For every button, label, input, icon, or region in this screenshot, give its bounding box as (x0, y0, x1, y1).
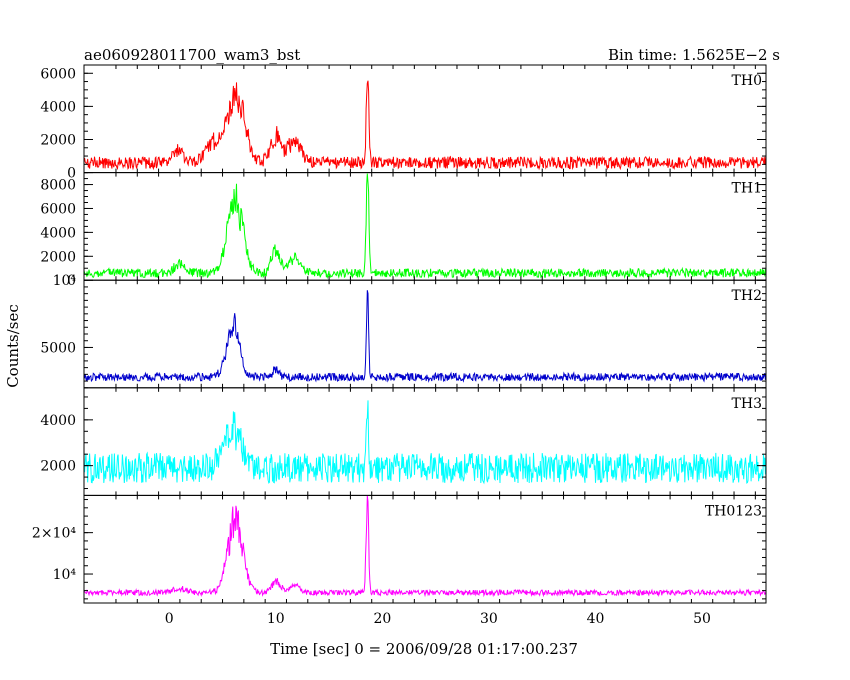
x-tick-label: 10 (267, 611, 285, 627)
x-tick-label: 0 (165, 611, 174, 627)
panel-th0123: 10⁴ 2×10⁴ TH0123 (32, 494, 767, 604)
y-tick-label: 2000 (40, 132, 76, 148)
series-th0123 (83, 495, 767, 598)
y-axis-label: Counts/sec (4, 304, 22, 388)
panel-frame (83, 279, 767, 389)
series-th2 (83, 290, 767, 383)
series-th1 (83, 173, 767, 280)
x-tick-label: 30 (480, 611, 498, 627)
y-tick-label: 5000 (40, 340, 76, 356)
y-tick-label: 2000 (40, 249, 76, 265)
panel-th1: 0 2000 4000 6000 8000 TH1 (40, 172, 767, 289)
x-tick-label: 50 (693, 611, 711, 627)
y-tick-label: 6000 (40, 201, 76, 217)
y-tick-label: 4000 (40, 413, 76, 429)
panel-frame (83, 494, 767, 604)
y-tick-label: 4000 (40, 225, 76, 241)
y-tick-label: 10⁴ (53, 567, 77, 583)
panel-name-label: TH1 (732, 181, 762, 197)
panel-th2: 5000 10⁴ TH2 (40, 273, 767, 389)
y-tick-label: 2×10⁴ (32, 526, 76, 542)
y-tick-label: 2000 (40, 459, 76, 475)
chart-title: ae060928011700_wam3_bst (84, 46, 300, 64)
y-tick-label: 8000 (40, 178, 76, 194)
bin-time-label: Bin time: 1.5625E−2 s (608, 46, 780, 64)
panel-th0: 0 2000 4000 6000 TH0 (40, 64, 767, 182)
panel-name-label: TH0123 (705, 503, 762, 519)
x-tick-label: 40 (587, 611, 605, 627)
panel-name-label: TH0 (732, 73, 762, 89)
panel-name-label: TH2 (732, 288, 762, 304)
y-tick-label: 10⁴ (53, 273, 77, 289)
panel-name-label: TH3 (732, 396, 762, 412)
x-tick-label: 20 (373, 611, 391, 627)
x-axis-label: Time [sec] 0 = 2006/09/28 01:17:00.237 (270, 640, 578, 658)
panel-frame (83, 64, 767, 174)
series-th3 (83, 400, 767, 485)
panel-frame (83, 172, 767, 281)
panel-frame (83, 387, 767, 496)
y-tick-label: 4000 (40, 99, 76, 115)
y-tick-label: 0 (67, 166, 76, 182)
y-tick-label: 0 (67, 273, 76, 289)
y-tick-label: 6000 (40, 66, 76, 82)
panel-th3: 2000 4000 TH3 (40, 387, 767, 496)
series-th0 (83, 80, 767, 171)
